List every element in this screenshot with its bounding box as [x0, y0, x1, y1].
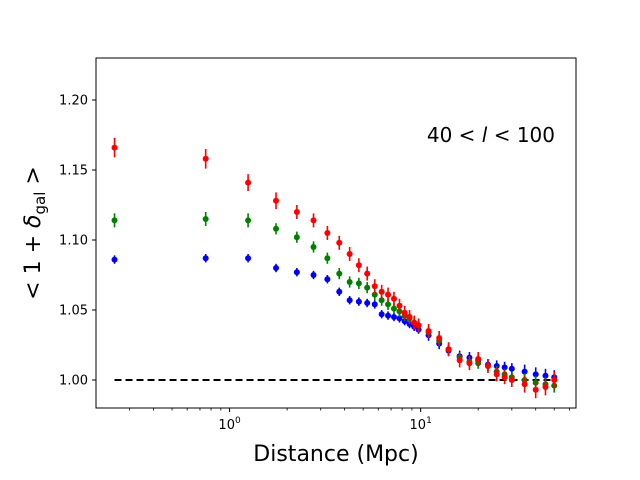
x-axis-ticks: 100 101	[129, 408, 570, 433]
data-point-green	[293, 234, 300, 241]
data-point-blue	[521, 368, 528, 375]
data-point-red	[293, 209, 300, 215]
series-layer	[111, 137, 558, 399]
data-point-blue	[390, 314, 397, 320]
data-point-green	[111, 217, 118, 224]
y-label-close: >	[21, 166, 46, 191]
data-point-red	[484, 363, 491, 369]
data-point-blue	[111, 256, 118, 263]
data-point-red	[415, 322, 422, 329]
data-point-blue	[378, 311, 385, 318]
data-point-red	[466, 360, 473, 367]
data-point-red	[501, 374, 508, 381]
data-point-green	[336, 270, 343, 277]
x-axis-label: Distance (Mpc)	[253, 442, 418, 467]
data-point-red	[425, 328, 432, 334]
annotation-variable: l	[482, 123, 488, 147]
data-point-green	[355, 280, 362, 287]
data-point-blue	[396, 315, 403, 322]
x-tick-label: 100	[218, 416, 241, 433]
data-point-green	[346, 279, 353, 285]
data-point-blue	[385, 312, 392, 319]
data-point-green	[390, 305, 397, 312]
data-point-blue	[501, 364, 508, 371]
data-point-blue	[324, 276, 331, 283]
plot-frame	[95, 57, 577, 409]
data-point-red	[493, 371, 500, 378]
data-point-green	[202, 216, 209, 222]
data-point-red	[406, 314, 413, 320]
data-point-red	[396, 302, 403, 309]
data-point-red	[456, 357, 463, 364]
data-point-red	[336, 239, 343, 246]
data-point-blue	[371, 301, 378, 308]
data-point-blue	[293, 269, 300, 276]
data-point-red	[355, 262, 362, 269]
data-point-red	[371, 283, 378, 290]
data-point-red	[385, 291, 392, 298]
data-point-red	[324, 230, 331, 236]
y-label-subscript: gal	[31, 192, 49, 215]
y-label-open: < 1 +	[21, 228, 46, 300]
data-point-red	[202, 155, 209, 162]
x-tick-label: 101	[410, 416, 432, 433]
data-point-green	[385, 301, 392, 308]
data-point-red	[521, 381, 528, 388]
data-point-blue	[364, 300, 371, 306]
data-point-green	[310, 244, 317, 250]
data-point-red	[273, 197, 280, 204]
data-point-red	[346, 251, 353, 257]
data-point-blue	[336, 288, 343, 295]
data-point-red	[411, 319, 418, 326]
chart-annotation: 40 < l < 100	[427, 123, 555, 147]
y-tick-label: 1.20	[59, 94, 88, 109]
plot-area	[96, 58, 576, 408]
data-point-blue	[346, 297, 353, 304]
data-point-blue	[532, 371, 539, 378]
data-point-red	[532, 386, 539, 393]
data-point-blue	[245, 255, 252, 262]
data-point-red	[310, 217, 317, 224]
data-point-red	[390, 295, 397, 302]
data-point-blue	[355, 298, 362, 305]
data-point-red	[508, 377, 515, 383]
data-point-green	[245, 217, 252, 224]
data-point-red	[542, 384, 549, 390]
series-red	[111, 137, 558, 399]
data-point-blue	[542, 372, 549, 379]
y-tick-label: 1.00	[59, 374, 88, 389]
data-point-green	[371, 291, 378, 298]
y-tick-label: 1.15	[59, 164, 88, 179]
data-point-red	[378, 288, 385, 295]
y-label-delta: δ	[21, 215, 46, 228]
data-point-blue	[202, 255, 209, 262]
y-axis-label: < 1 + δgal >	[21, 166, 49, 300]
data-point-red	[245, 179, 252, 186]
y-axis-ticks: 1.00 1.05 1.10 1.15 1.20	[59, 94, 96, 389]
data-point-blue	[273, 265, 280, 271]
data-point-red	[364, 270, 371, 277]
data-point-blue	[508, 365, 515, 372]
annotation-suffix: < 100	[487, 123, 555, 147]
data-point-red	[111, 144, 118, 151]
annotation-prefix: 40 <	[427, 123, 482, 147]
data-point-blue	[310, 272, 317, 278]
data-point-red	[475, 356, 482, 362]
data-point-red	[445, 346, 452, 353]
data-point-green	[364, 284, 371, 291]
y-tick-label: 1.05	[59, 304, 88, 319]
data-point-red	[401, 309, 408, 316]
data-point-green	[378, 297, 385, 304]
data-point-green	[324, 255, 331, 262]
data-point-red	[436, 335, 443, 341]
data-point-red	[551, 377, 558, 383]
y-tick-label: 1.10	[59, 234, 88, 249]
data-point-green	[273, 225, 280, 232]
